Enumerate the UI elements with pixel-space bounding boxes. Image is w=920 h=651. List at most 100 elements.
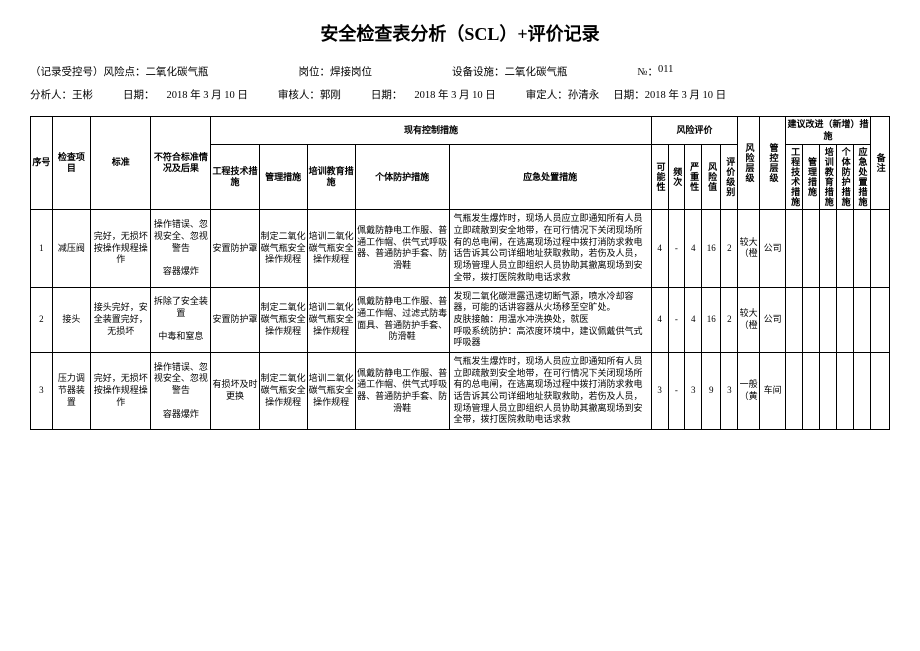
cell-ppe: 佩戴防静电工作服、普通工作帽、供气式呼吸器、普通防护手套、防滑鞋 xyxy=(355,210,449,287)
h-ppe: 个体防护措施 xyxy=(355,145,449,210)
cell-ppe: 佩戴防静电工作服、普通工作帽、供气式呼吸器、普通防护手套、防滑鞋 xyxy=(355,352,449,429)
cell-p: 3 xyxy=(651,352,668,429)
header-row-1: 序号 检查项目 标准 不符合标准情况及后果 现有控制措施 风险评价 风险层级 管… xyxy=(31,117,890,145)
h-risklevel: 风险层级 xyxy=(738,117,760,210)
cell-rl: 较大（橙 xyxy=(738,210,760,287)
cell-noncomp: 操作错误、忽视安全、忽视警告 容器爆炸 xyxy=(151,210,211,287)
cell-eng: 有损坏及时更换 xyxy=(211,352,259,429)
cell-emergency: 气瓶发生爆炸时，现场人员应立即通知所有人员立即疏散到安全地带，在可行情况下关闭现… xyxy=(449,352,651,429)
cell-rl: 较大（橙 xyxy=(738,287,760,352)
cell-std: 完好，无损坏 按操作规程操作 xyxy=(91,352,151,429)
label-date2: 日期： xyxy=(371,87,403,102)
cell-s3 xyxy=(820,210,837,287)
cell-s: 3 xyxy=(685,352,702,429)
label-reviewer: 审核人： xyxy=(278,87,320,102)
cell-g: 3 xyxy=(721,352,738,429)
h-train: 培训教育措施 xyxy=(307,145,355,210)
date2: 2018 年 3 月 10 日 xyxy=(414,87,495,102)
cell-s4 xyxy=(836,210,853,287)
cell-s1 xyxy=(786,352,803,429)
cell-item: 压力调节器装置 xyxy=(52,352,90,429)
cell-rm xyxy=(870,287,889,352)
scl-table: 序号 检查项目 标准 不符合标准情况及后果 现有控制措施 风险评价 风险层级 管… xyxy=(30,116,890,430)
cell-item: 减压阀 xyxy=(52,210,90,287)
label-approver: 审定人： xyxy=(526,87,568,102)
cell-f: - xyxy=(668,287,685,352)
cell-g: 2 xyxy=(721,210,738,287)
h-s-train: 培训教育措施 xyxy=(820,145,837,210)
cell-mgmt: 制定二氧化碳气瓶安全操作规程 xyxy=(259,287,307,352)
reviewer: 郭刚 xyxy=(320,87,341,102)
cell-std: 接头完好，安全装置完好，无损坏 xyxy=(91,287,151,352)
cell-noncomp: 拆除了安全装置 中毒和窒息 xyxy=(151,287,211,352)
risk-point: 二氧化碳气瓶 xyxy=(146,64,209,79)
label-equip: 设备设施： xyxy=(452,64,505,79)
cell-s: 4 xyxy=(685,210,702,287)
cell-item: 接头 xyxy=(52,287,90,352)
label-date1: 日期： xyxy=(123,87,155,102)
cell-seq: 1 xyxy=(31,210,53,287)
cell-s5 xyxy=(853,287,870,352)
cell-s4 xyxy=(836,352,853,429)
cell-p: 4 xyxy=(651,287,668,352)
h-emergency: 应急处置措施 xyxy=(449,145,651,210)
post: 焊接岗位 xyxy=(330,64,372,79)
h-grade: 评价级别 xyxy=(721,145,738,210)
h-existing: 现有控制措施 xyxy=(211,117,651,145)
h-frequency: 频次 xyxy=(668,145,685,210)
cell-train: 培训二氧化碳气瓶安全操作规程 xyxy=(307,352,355,429)
cell-eng: 安置防护罩 xyxy=(211,287,259,352)
cell-ppe: 佩戴防静电工作服、普通工作帽、过滤式防毒面具、普通防护手套、防滑鞋 xyxy=(355,287,449,352)
cell-s5 xyxy=(853,352,870,429)
cell-train: 培训二氧化碳气瓶安全操作规程 xyxy=(307,210,355,287)
cell-ctrl: 公司 xyxy=(759,210,785,287)
cell-rv: 9 xyxy=(702,352,721,429)
cell-std: 完好，无损坏 按操作规程操作 xyxy=(91,210,151,287)
date1: 2018 年 3 月 10 日 xyxy=(167,87,248,102)
h-s-ppe: 个体防护措施 xyxy=(836,145,853,210)
h-s-eng: 工程技术措施 xyxy=(786,145,803,210)
h-suggest: 建议改进（新增）措施 xyxy=(786,117,870,145)
label-record: （记录受控号）风险点： xyxy=(30,64,146,79)
h-seq: 序号 xyxy=(31,117,53,210)
cell-s2 xyxy=(803,210,820,287)
h-riskval: 风险值 xyxy=(702,145,721,210)
cell-train: 培训二氧化碳气瓶安全操作规程 xyxy=(307,287,355,352)
h-s-emerg: 应急处置措施 xyxy=(853,145,870,210)
cell-rl: 一般（黄 xyxy=(738,352,760,429)
cell-s5 xyxy=(853,210,870,287)
cell-emergency: 发现二氧化碳泄露迅速切断气源，喷水冷却容器，可能的话讲容器从火场移至空旷处。 皮… xyxy=(449,287,651,352)
cell-f: - xyxy=(668,352,685,429)
h-item: 检查项目 xyxy=(52,117,90,210)
no: 011 xyxy=(658,64,673,79)
cell-s2 xyxy=(803,352,820,429)
cell-f: - xyxy=(668,210,685,287)
label-analyst: 分析人： xyxy=(30,87,72,102)
cell-g: 2 xyxy=(721,287,738,352)
cell-ctrl: 车间 xyxy=(759,352,785,429)
cell-rv: 16 xyxy=(702,287,721,352)
label-date3: 日期： xyxy=(613,87,645,102)
cell-seq: 3 xyxy=(31,352,53,429)
cell-rm xyxy=(870,210,889,287)
cell-mgmt: 制定二氧化碳气瓶安全操作规程 xyxy=(259,210,307,287)
h-control: 管控层级 xyxy=(759,117,785,210)
cell-ctrl: 公司 xyxy=(759,287,785,352)
cell-seq: 2 xyxy=(31,287,53,352)
cell-emergency: 气瓶发生爆炸时，现场人员应立即通知所有人员立即疏散到安全地带，在可行情况下关闭现… xyxy=(449,210,651,287)
cell-s1 xyxy=(786,210,803,287)
approver: 孙清永 xyxy=(568,87,600,102)
h-s-mgmt: 管理措施 xyxy=(803,145,820,210)
cell-rv: 16 xyxy=(702,210,721,287)
cell-s3 xyxy=(820,352,837,429)
h-eng: 工程技术措施 xyxy=(211,145,259,210)
cell-s4 xyxy=(836,287,853,352)
equip: 二氧化碳气瓶 xyxy=(505,64,568,79)
h-riskassess: 风险评价 xyxy=(651,117,738,145)
cell-s1 xyxy=(786,287,803,352)
page-title: 安全检查表分析（SCL）+评价记录 xyxy=(30,20,890,46)
label-post: 岗位： xyxy=(299,64,331,79)
h-severity: 严重性 xyxy=(685,145,702,210)
table-row: 1减压阀完好，无损坏 按操作规程操作操作错误、忽视安全、忽视警告 容器爆炸安置防… xyxy=(31,210,890,287)
analyst: 王彬 xyxy=(72,87,93,102)
